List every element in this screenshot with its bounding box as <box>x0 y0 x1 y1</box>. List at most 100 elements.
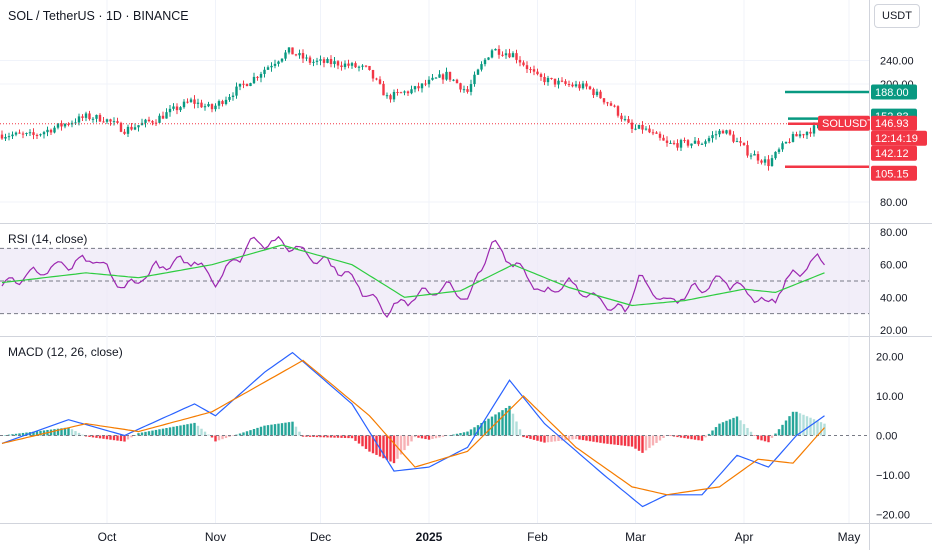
currency-unit-button[interactable]: USDT <box>874 4 920 28</box>
candle-body <box>809 131 812 134</box>
candle-body <box>385 95 389 97</box>
price-axis[interactable]: 80.00200.00240.0080.0060.0040.0020.0020.… <box>876 56 914 522</box>
indicator-lines <box>0 235 869 508</box>
macd-line <box>1 351 825 508</box>
histogram-bar <box>669 435 672 437</box>
candle-body <box>497 48 501 55</box>
candle-body <box>238 83 242 87</box>
candle-body <box>770 158 774 167</box>
histogram-bar <box>648 435 651 448</box>
histogram-bar <box>595 435 599 443</box>
histogram-bar <box>487 418 490 436</box>
candle-body <box>347 63 350 66</box>
candle-body <box>28 132 32 134</box>
candle-body <box>536 71 539 75</box>
candle-body <box>672 142 676 144</box>
time-axis[interactable]: Oct Nov Dec 2025 Feb Mar Apr May <box>98 530 861 544</box>
candle-body <box>578 84 581 89</box>
candle-body <box>186 101 189 103</box>
candle-body <box>445 71 448 80</box>
histogram-bar <box>249 430 252 436</box>
candle-body <box>462 89 466 91</box>
time-tick-label: Dec <box>310 530 331 544</box>
histogram-bar <box>35 431 39 436</box>
candle-body <box>343 63 347 68</box>
histogram-bar <box>466 431 469 436</box>
candle-body <box>319 59 322 61</box>
candle-body <box>0 134 4 139</box>
candle-body <box>361 65 364 67</box>
histogram-bar <box>571 435 574 440</box>
histogram-bar <box>63 427 67 436</box>
histogram-bar <box>557 435 560 441</box>
candle-body <box>123 131 126 134</box>
histogram-bar <box>641 435 644 453</box>
histogram-bar <box>343 435 347 438</box>
histogram-bar <box>651 435 655 446</box>
candle-body <box>105 119 109 122</box>
histogram-bar <box>350 435 354 439</box>
histogram-bar <box>284 422 287 436</box>
histogram-bar <box>186 424 189 436</box>
candle-body <box>396 91 399 93</box>
histogram-bar <box>816 420 819 436</box>
candlestick-series <box>0 45 826 171</box>
candle-body <box>196 102 200 104</box>
candle-body <box>175 106 179 111</box>
histogram-bar <box>91 435 95 438</box>
candle-body <box>602 98 606 103</box>
histogram-bar <box>690 435 693 440</box>
histogram-bar <box>711 430 714 436</box>
countdown-label: 12:14:19 <box>875 133 918 145</box>
histogram-bar <box>375 435 378 455</box>
candle-body <box>399 92 403 94</box>
candle-body <box>697 140 700 145</box>
candle-body <box>270 65 273 68</box>
candle-body <box>392 91 396 100</box>
candle-body <box>266 67 270 70</box>
histogram-bar <box>88 435 91 437</box>
histogram-bar <box>553 435 557 442</box>
candle-body <box>599 91 602 99</box>
candle-body <box>46 129 49 133</box>
histogram-bar <box>613 435 616 445</box>
histogram-bar <box>714 427 718 436</box>
candle-body <box>420 83 424 89</box>
candle-body <box>329 58 333 65</box>
candle-body <box>504 53 508 56</box>
histogram-bar <box>746 427 749 436</box>
histogram-bar <box>4 435 7 436</box>
histogram-bar <box>14 433 18 436</box>
candle-body <box>406 91 410 94</box>
histogram-bar <box>452 434 455 436</box>
histogram-bar <box>53 429 56 436</box>
candle-body <box>273 63 277 66</box>
candle-body <box>658 133 662 138</box>
time-tick-label: Oct <box>98 530 117 544</box>
candle-body <box>525 65 529 70</box>
histogram-bar <box>193 422 196 436</box>
histogram-bar <box>165 428 168 436</box>
histogram-bar <box>459 433 462 436</box>
histogram-bar <box>742 424 746 436</box>
candle-body <box>553 78 557 85</box>
candle-body <box>431 77 434 80</box>
histogram-bar <box>151 430 154 436</box>
macd-tick-label: 10.00 <box>876 391 904 403</box>
macd-title[interactable]: MACD (12, 26, close) <box>8 345 123 359</box>
candle-body <box>438 74 441 78</box>
candle-body <box>158 115 161 123</box>
histogram-bar <box>70 429 74 436</box>
candle-body <box>151 121 154 123</box>
symbol-title[interactable]: SOL / TetherUS · 1D · BINANCE <box>8 9 189 23</box>
histogram-bar <box>480 422 483 436</box>
candle-body <box>539 74 543 77</box>
candle-body <box>735 141 739 143</box>
candle-body <box>522 62 525 66</box>
candle-body <box>60 123 63 127</box>
candle-body <box>112 121 116 123</box>
histogram-bar <box>147 431 151 436</box>
rsi-title[interactable]: RSI (14, close) <box>8 232 88 246</box>
histogram-bar <box>368 435 371 452</box>
